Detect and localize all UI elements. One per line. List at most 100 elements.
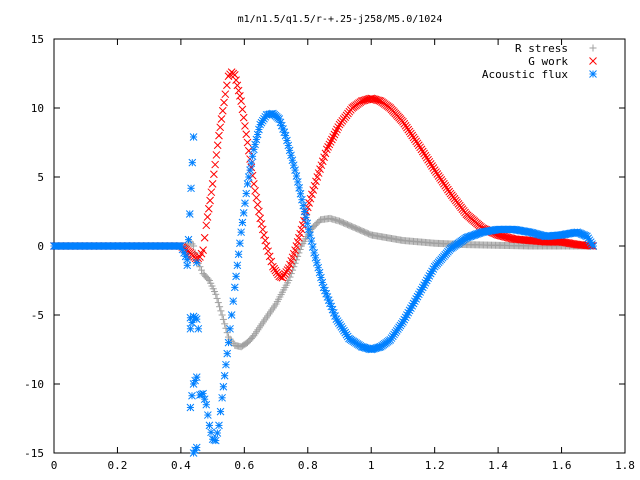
- data-point: [374, 96, 382, 105]
- data-point: [285, 146, 294, 155]
- data-point: [297, 225, 306, 234]
- data-point: [428, 162, 436, 170]
- chart-title: m1/n1.5/q1.5/r-+.25-j258/M5.0/1024: [238, 14, 443, 25]
- data-point: [192, 258, 201, 267]
- data-point: [311, 253, 320, 262]
- data-point: [328, 135, 336, 144]
- data-point: [188, 391, 196, 400]
- data-point: [310, 249, 318, 257]
- data-point: [291, 259, 299, 267]
- data-point: [223, 81, 231, 90]
- data-point: [289, 161, 298, 170]
- series-layer: [50, 68, 598, 457]
- data-point: [317, 273, 325, 282]
- data-point: [223, 349, 232, 358]
- data-point: [429, 164, 438, 172]
- data-point: [183, 261, 192, 270]
- data-point: [242, 130, 251, 139]
- data-point: [194, 324, 203, 333]
- data-point: [216, 123, 225, 132]
- data-point: [217, 307, 225, 315]
- data-point: [303, 219, 312, 228]
- data-point: [421, 151, 430, 160]
- data-point: [230, 283, 239, 292]
- data-point: [202, 400, 211, 409]
- data-point: [196, 263, 204, 271]
- data-point: [298, 195, 306, 204]
- data-point: [219, 315, 227, 323]
- data-point: [218, 393, 226, 402]
- data-point: [318, 278, 327, 287]
- data-point: [306, 231, 314, 240]
- data-point: [303, 203, 312, 212]
- data-point: [404, 308, 413, 317]
- x-tick-label: 0: [51, 459, 58, 472]
- data-point: [205, 421, 214, 430]
- data-point: [187, 184, 195, 193]
- data-point: [324, 143, 332, 151]
- data-point: [244, 173, 253, 181]
- data-point: [234, 86, 243, 95]
- data-point: [296, 229, 305, 238]
- data-point: [243, 138, 252, 147]
- data-point: [300, 207, 309, 216]
- data-point: [216, 303, 224, 311]
- data-point: [292, 172, 301, 180]
- y-tick-label: 10: [31, 102, 44, 115]
- data-point: [186, 324, 195, 333]
- data-point: [192, 373, 201, 381]
- y-tick-label: 5: [37, 171, 44, 184]
- data-point: [298, 221, 307, 229]
- data-point: [329, 133, 338, 141]
- data-point: [211, 160, 220, 169]
- data-point: [213, 141, 222, 150]
- data-point: [239, 209, 248, 217]
- data-point: [331, 128, 340, 136]
- series-acoustic-flux: [50, 109, 598, 457]
- data-point: [190, 242, 198, 250]
- data-point: [255, 207, 263, 216]
- data-point: [330, 130, 339, 139]
- data-point: [296, 245, 304, 253]
- data-point: [233, 81, 242, 90]
- data-point: [207, 188, 216, 197]
- data-point: [210, 170, 218, 179]
- data-point: [203, 213, 212, 221]
- data-point: [416, 143, 424, 152]
- data-point: [251, 186, 259, 195]
- data-point: [291, 246, 299, 254]
- x-tick-label: 1.2: [425, 459, 445, 472]
- data-point: [232, 76, 240, 84]
- data-point: [218, 106, 227, 115]
- data-point: [204, 204, 213, 213]
- data-point: [418, 147, 427, 156]
- data-point: [265, 252, 274, 261]
- data-point: [216, 407, 225, 416]
- data-point: [414, 141, 423, 150]
- data-point: [226, 324, 234, 333]
- data-point: [281, 131, 290, 140]
- data-point: [293, 178, 302, 186]
- data-point: [284, 141, 293, 150]
- data-point: [426, 160, 435, 168]
- data-point: [244, 146, 253, 155]
- data-point: [292, 256, 300, 264]
- data-point: [302, 213, 310, 222]
- data-point: [299, 201, 308, 210]
- data-point: [417, 145, 426, 154]
- data-point: [188, 158, 197, 167]
- x-tick-label: 0.6: [234, 459, 254, 472]
- x-tick-label: 1: [368, 459, 375, 472]
- x-tick-label: 1.6: [552, 459, 572, 472]
- data-point: [285, 277, 293, 284]
- data-point: [215, 421, 223, 430]
- data-point: [192, 315, 201, 323]
- data-point: [237, 97, 246, 105]
- data-point: [185, 210, 194, 218]
- data-point: [589, 242, 598, 250]
- data-point: [420, 149, 428, 158]
- data-point: [248, 152, 257, 161]
- data-point: [243, 180, 252, 188]
- data-point: [424, 155, 432, 164]
